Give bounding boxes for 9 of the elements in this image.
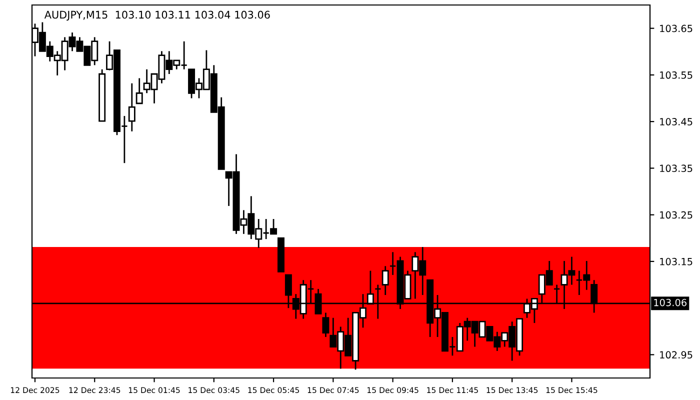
y-tick-label: 103.45 xyxy=(660,118,692,126)
y-tick-label: 103.65 xyxy=(660,24,692,32)
y-tick-label: 103.35 xyxy=(660,164,692,172)
y-tick-label: 103.55 xyxy=(660,71,692,79)
y-tick-label: 103.25 xyxy=(660,211,692,219)
text: AUDJPY,M15 103.10 103.11 103.04 103.06 xyxy=(44,10,270,21)
y-tick-label: 102.95 xyxy=(660,351,692,359)
ref-line-label: 103.06 xyxy=(654,298,686,306)
y-tick-label: 103.15 xyxy=(660,258,692,266)
